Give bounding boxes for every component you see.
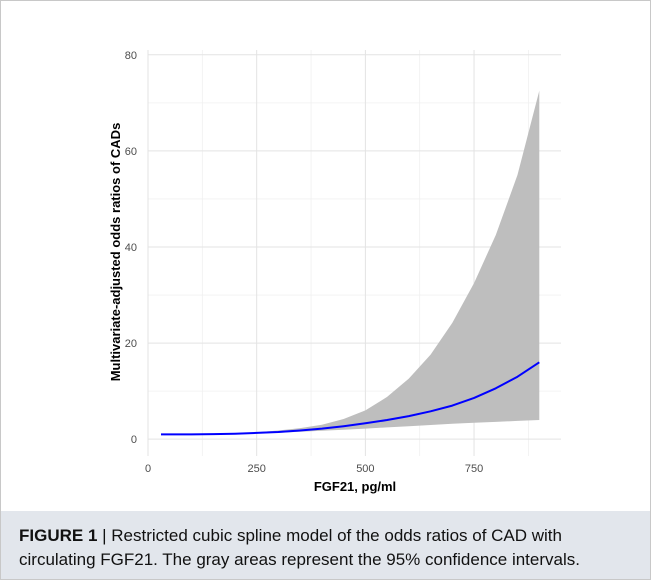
x-tick-label: 250: [248, 463, 266, 475]
confidence-band-layer: [161, 90, 540, 435]
y-tick-label: 20: [125, 338, 137, 350]
y-tick-label: 80: [125, 50, 137, 62]
y-tick-labels: 0 20 40 60 80: [125, 50, 137, 446]
caption-separator: |: [97, 526, 112, 545]
x-tick-labels: 0 250 500 750: [145, 463, 483, 475]
spline-line-layer: [161, 361, 540, 436]
confidence-interval-band: [161, 90, 540, 435]
caption-label: FIGURE 1: [19, 526, 98, 545]
x-axis-title: FGF21, pg/ml: [314, 479, 396, 494]
y-axis-title: Multivariate-adjusted odds ratios of CAD…: [108, 123, 123, 382]
figure-caption: FIGURE 1 | Restricted cubic spline model…: [19, 524, 639, 572]
spline-chart: 0 20 40 60 80 0 250 500 750 FGF21, pg/ml Multiv…: [108, 50, 561, 494]
caption-panel: FIGURE 1 | Restricted cubic spline model…: [1, 511, 650, 579]
caption-body: Restricted cubic spline model of the odd…: [19, 526, 580, 569]
odds-ratio-spline-line: [161, 361, 540, 436]
major-gridlines: [147, 50, 561, 456]
y-tick-label: 60: [125, 146, 137, 158]
x-tick-label: 0: [145, 463, 151, 475]
x-tick-label: 500: [356, 463, 374, 475]
x-tick-label: 750: [465, 463, 483, 475]
y-tick-label: 40: [125, 242, 137, 254]
y-tick-label: 0: [131, 434, 137, 446]
